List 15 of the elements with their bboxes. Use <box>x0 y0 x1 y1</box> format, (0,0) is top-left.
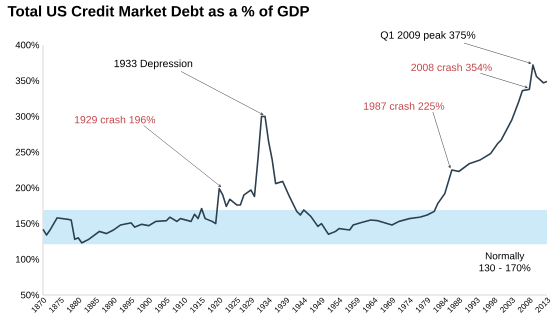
y-tick-label: 400% <box>15 42 40 48</box>
annotation: 1929 crash 196% <box>74 116 156 124</box>
band-label: Normally 130 - 170% <box>479 252 530 272</box>
chart-title: Total US Credit Market Debt as a % of GDP <box>8 6 309 16</box>
annotation: 1987 crash 225% <box>364 102 444 110</box>
y-tick-label: 300% <box>16 113 40 120</box>
y-tick-label: 250% <box>16 148 40 156</box>
annotation: 2008 crash 354% <box>411 63 492 72</box>
annotation: 1933 Depression <box>114 59 192 70</box>
y-tick-label: 100% <box>16 256 40 263</box>
y-tick-label: 150% <box>16 220 40 227</box>
annotation: Q1 2009 peak 375% <box>380 31 476 41</box>
y-tick-label: 350% <box>16 77 40 84</box>
y-tick-label: 200% <box>16 184 40 192</box>
y-tick-label: 50% <box>20 292 40 298</box>
